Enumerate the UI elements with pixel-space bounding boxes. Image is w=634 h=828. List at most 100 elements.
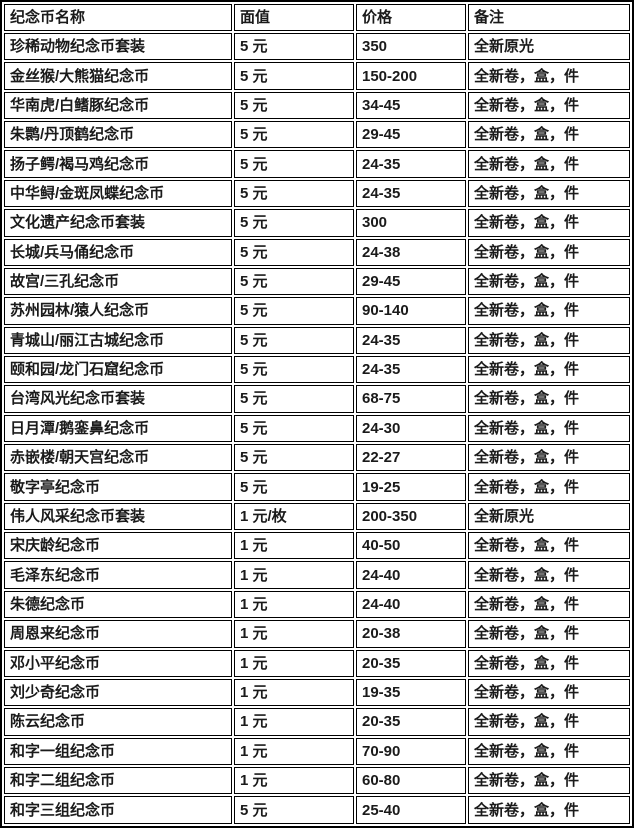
cell-remark: 全新卷，盒，件 [468,91,630,120]
table-row: 和字一组纪念币 1 元 70-90 全新卷，盒，件 [4,737,630,765]
cell-coin-name: 敬字亭纪念币 [4,473,232,501]
table-row: 宋庆龄纪念币 1 元 40-50 全新卷，盒，件 [4,532,630,560]
cell-face-value: 1 元/枚 [234,502,354,531]
cell-coin-name: 苏州园林/猿人纪念币 [4,297,232,325]
cell-remark: 全新原光 [468,33,630,61]
cell-remark: 全新卷，盒，件 [468,708,630,736]
cell-face-value: 5 元 [234,209,354,237]
table-row: 文化遗产纪念币套装 5 元 300 全新卷，盒，件 [4,209,630,237]
column-header-coin-name: 纪念币名称 [4,4,232,31]
cell-face-value: 5 元 [234,33,354,61]
cell-price: 300 [356,209,466,237]
cell-price: 25-40 [356,796,466,824]
table-row: 台湾风光纪念币套装 5 元 68-75 全新卷，盒，件 [4,385,630,413]
cell-coin-name: 伟人风采纪念币套装 [4,502,232,531]
cell-coin-name: 和字三组纪念币 [4,796,232,824]
cell-price: 29-45 [356,267,466,296]
cell-face-value: 1 元 [234,620,354,648]
table-row: 扬子鳄/褐马鸡纪念币 5 元 24-35 全新卷，盒，件 [4,150,630,178]
cell-face-value: 5 元 [234,355,354,384]
cell-coin-name: 文化遗产纪念币套装 [4,209,232,237]
cell-remark: 全新卷，盒，件 [468,385,630,413]
table-row: 青城山/丽江古城纪念币 5 元 24-35 全新卷，盒，件 [4,326,630,354]
cell-price: 20-35 [356,708,466,736]
cell-remark: 全新卷，盒，件 [468,796,630,824]
table-row: 苏州园林/猿人纪念币 5 元 90-140 全新卷，盒，件 [4,297,630,325]
cell-coin-name: 金丝猴/大熊猫纪念币 [4,62,232,90]
cell-face-value: 5 元 [234,473,354,501]
cell-price: 24-35 [356,179,466,208]
cell-price: 24-35 [356,355,466,384]
cell-coin-name: 朱鹮/丹顶鹤纪念币 [4,121,232,149]
cell-face-value: 5 元 [234,238,354,266]
cell-coin-name: 扬子鳄/褐马鸡纪念币 [4,150,232,178]
table-row: 华南虎/白鳍豚纪念币 5 元 34-45 全新卷，盒，件 [4,91,630,120]
cell-face-value: 5 元 [234,179,354,208]
table-row: 和字三组纪念币 5 元 25-40 全新卷，盒，件 [4,796,630,824]
cell-remark: 全新卷，盒，件 [468,678,630,707]
cell-remark: 全新原光 [468,502,630,531]
cell-price: 200-350 [356,502,466,531]
cell-coin-name: 珍稀动物纪念币套装 [4,33,232,61]
cell-face-value: 1 元 [234,708,354,736]
cell-remark: 全新卷，盒，件 [468,179,630,208]
cell-price: 19-35 [356,678,466,707]
cell-price: 34-45 [356,91,466,120]
cell-price: 24-35 [356,326,466,354]
table-row: 金丝猴/大熊猫纪念币 5 元 150-200 全新卷，盒，件 [4,62,630,90]
cell-face-value: 5 元 [234,62,354,90]
cell-remark: 全新卷，盒，件 [468,766,630,795]
table-row: 敬字亭纪念币 5 元 19-25 全新卷，盒，件 [4,473,630,501]
cell-price: 24-35 [356,150,466,178]
cell-face-value: 5 元 [234,414,354,443]
cell-face-value: 1 元 [234,766,354,795]
table-row: 伟人风采纪念币套装 1 元/枚 200-350 全新原光 [4,502,630,531]
cell-price: 350 [356,33,466,61]
cell-remark: 全新卷，盒，件 [468,473,630,501]
cell-face-value: 5 元 [234,267,354,296]
cell-price: 19-25 [356,473,466,501]
cell-remark: 全新卷，盒，件 [468,238,630,266]
cell-price: 150-200 [356,62,466,90]
table-row: 和字二组纪念币 1 元 60-80 全新卷，盒，件 [4,766,630,795]
cell-face-value: 5 元 [234,326,354,354]
table-row: 颐和园/龙门石窟纪念币 5 元 24-35 全新卷，盒，件 [4,355,630,384]
cell-coin-name: 华南虎/白鳍豚纪念币 [4,91,232,120]
cell-face-value: 5 元 [234,150,354,178]
cell-remark: 全新卷，盒，件 [468,444,630,472]
cell-price: 68-75 [356,385,466,413]
cell-coin-name: 和字二组纪念币 [4,766,232,795]
cell-remark: 全新卷，盒，件 [468,590,630,619]
cell-coin-name: 日月潭/鹅銮鼻纪念币 [4,414,232,443]
cell-remark: 全新卷，盒，件 [468,737,630,765]
cell-remark: 全新卷，盒，件 [468,649,630,677]
cell-face-value: 5 元 [234,444,354,472]
table-row: 周恩来纪念币 1 元 20-38 全新卷，盒，件 [4,620,630,648]
column-header-face-value: 面值 [234,4,354,31]
cell-remark: 全新卷，盒，件 [468,561,630,589]
cell-face-value: 1 元 [234,737,354,765]
cell-price: 90-140 [356,297,466,325]
cell-remark: 全新卷，盒，件 [468,326,630,354]
cell-face-value: 1 元 [234,649,354,677]
cell-coin-name: 陈云纪念币 [4,708,232,736]
cell-remark: 全新卷，盒，件 [468,355,630,384]
cell-face-value: 1 元 [234,678,354,707]
cell-face-value: 1 元 [234,561,354,589]
cell-price: 20-38 [356,620,466,648]
table-row: 陈云纪念币 1 元 20-35 全新卷，盒，件 [4,708,630,736]
cell-coin-name: 颐和园/龙门石窟纪念币 [4,355,232,384]
cell-remark: 全新卷，盒，件 [468,150,630,178]
cell-coin-name: 朱德纪念币 [4,590,232,619]
table-row: 长城/兵马俑纪念币 5 元 24-38 全新卷，盒，件 [4,238,630,266]
cell-coin-name: 毛泽东纪念币 [4,561,232,589]
cell-face-value: 5 元 [234,796,354,824]
cell-face-value: 1 元 [234,590,354,619]
cell-price: 24-30 [356,414,466,443]
cell-coin-name: 故宫/三孔纪念币 [4,267,232,296]
table-row: 故宫/三孔纪念币 5 元 29-45 全新卷，盒，件 [4,267,630,296]
table-row: 珍稀动物纪念币套装 5 元 350 全新原光 [4,33,630,61]
cell-coin-name: 台湾风光纪念币套装 [4,385,232,413]
cell-price: 60-80 [356,766,466,795]
cell-remark: 全新卷，盒，件 [468,297,630,325]
